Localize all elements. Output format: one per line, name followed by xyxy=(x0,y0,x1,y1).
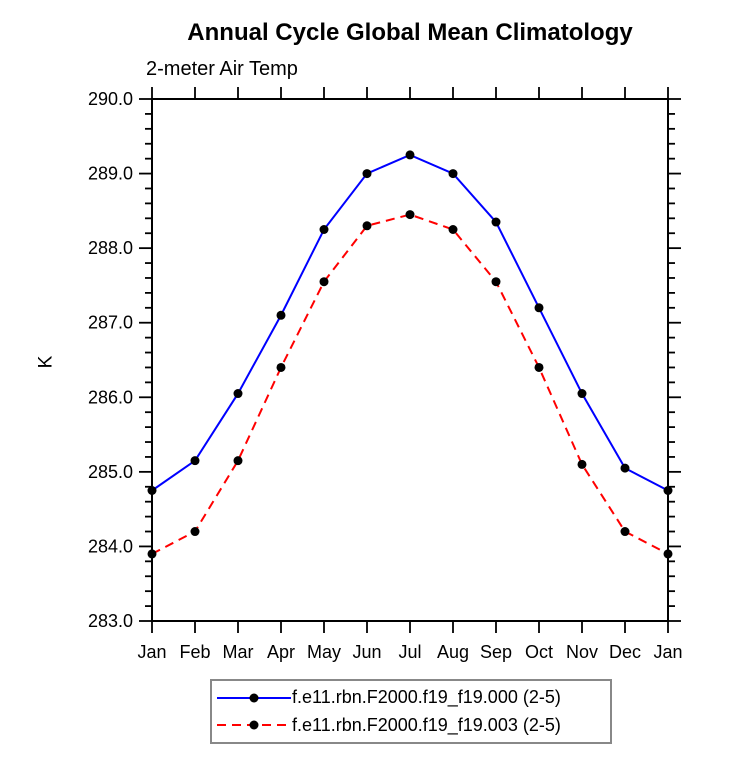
data-point-marker xyxy=(534,303,544,313)
data-point-marker xyxy=(147,486,157,495)
y-tick-label: 284.0 xyxy=(88,536,133,556)
data-point-marker xyxy=(233,456,243,466)
plot-frame xyxy=(151,98,669,622)
y-tick-label: 283.0 xyxy=(88,611,133,631)
data-point-marker xyxy=(448,169,458,179)
data-point-marker xyxy=(276,310,286,320)
series-line-0 xyxy=(151,153,669,492)
x-tick-label: Jan xyxy=(137,642,166,662)
legend-label: f.e11.rbn.F2000.f19_f19.003 (2-5) xyxy=(292,714,561,735)
legend: f.e11.rbn.F2000.f19_f19.000 (2-5) f.e11.… xyxy=(210,679,612,744)
data-point-marker xyxy=(190,527,200,537)
x-tick-label: Mar xyxy=(223,642,254,662)
x-tick-label: Jun xyxy=(352,642,381,662)
data-point-marker xyxy=(448,225,458,234)
data-point-marker xyxy=(620,527,630,537)
data-point-marker xyxy=(276,362,286,372)
data-point-marker xyxy=(362,221,372,231)
legend-line-sample-dashed xyxy=(217,720,291,730)
y-tick-label: 288.0 xyxy=(88,238,133,258)
data-point-marker xyxy=(233,389,243,399)
chart-subtitle: 2-meter Air Temp xyxy=(146,58,298,80)
y-tick-label: 287.0 xyxy=(88,313,133,333)
data-point-marker xyxy=(319,225,329,234)
legend-line-sample-solid xyxy=(217,693,291,703)
data-point-marker xyxy=(620,463,630,473)
x-tick-label: Nov xyxy=(566,642,598,662)
data-point-marker xyxy=(362,169,372,179)
legend-item: f.e11.rbn.F2000.f19_f19.003 (2-5) xyxy=(216,715,610,736)
x-tick-label: Jul xyxy=(398,642,421,662)
x-tick-label: Sep xyxy=(480,642,512,662)
x-tick-label: Jan xyxy=(653,642,682,662)
data-point-marker xyxy=(405,210,415,220)
data-point-marker xyxy=(319,277,329,287)
data-point-marker xyxy=(190,456,200,466)
data-point-marker xyxy=(534,362,544,372)
data-point-marker xyxy=(147,549,157,559)
y-tick-label: 285.0 xyxy=(88,462,133,482)
legend-item: f.e11.rbn.F2000.f19_f19.000 (2-5) xyxy=(216,687,610,708)
data-point-marker xyxy=(577,459,587,469)
y-tick-label: 286.0 xyxy=(88,387,133,407)
x-tick-label: Oct xyxy=(525,642,553,662)
x-tick-label: Feb xyxy=(179,642,210,662)
data-point-marker xyxy=(663,486,673,495)
data-point-marker xyxy=(491,217,501,227)
x-tick-label: Dec xyxy=(609,642,641,662)
series-line-1 xyxy=(151,213,669,555)
x-tick-label: Aug xyxy=(437,642,469,662)
legend-label: f.e11.rbn.F2000.f19_f19.000 (2-5) xyxy=(292,687,561,708)
data-point-marker xyxy=(491,277,501,287)
y-tick-label: 290.0 xyxy=(88,89,133,109)
legend-marker-dot-icon xyxy=(249,693,259,703)
data-point-marker xyxy=(405,150,415,160)
x-tick-label: May xyxy=(307,642,341,662)
legend-marker-dot-icon xyxy=(249,720,259,730)
chart-title: Annual Cycle Global Mean Climatology xyxy=(187,19,633,46)
data-point-marker xyxy=(663,549,673,559)
data-point-marker xyxy=(577,389,587,399)
x-tick-label: Apr xyxy=(267,642,295,662)
y-tick-label: 289.0 xyxy=(88,164,133,184)
